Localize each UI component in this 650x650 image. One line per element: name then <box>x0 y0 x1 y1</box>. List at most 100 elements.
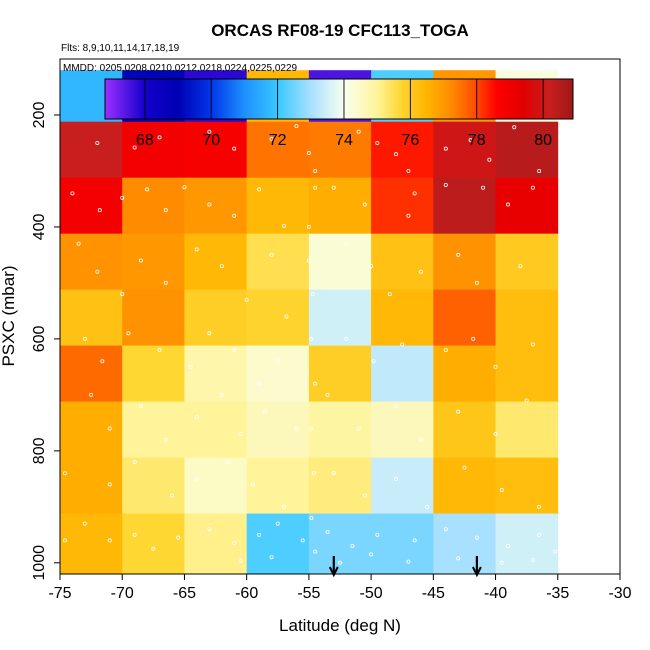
sample-point <box>443 182 448 187</box>
heatmap-cell <box>495 289 559 347</box>
heatmap-cell <box>122 345 185 402</box>
sample-point <box>95 140 100 145</box>
sample-point <box>132 145 137 150</box>
sample-point <box>294 124 299 129</box>
sample-point <box>362 493 367 498</box>
sample-point <box>306 151 311 156</box>
sample-point <box>524 398 529 403</box>
heatmap-cell <box>308 289 372 347</box>
sample-point <box>76 241 81 246</box>
sample-point <box>120 292 125 297</box>
sample-point <box>62 471 67 476</box>
sample-point <box>371 359 376 364</box>
heatmap-cell <box>184 289 248 347</box>
sample-point <box>375 140 380 145</box>
flights-note: Flts: 8,9,10,11,14,17,18,19 <box>61 43 180 54</box>
sample-point <box>456 556 461 561</box>
sample-point <box>194 247 199 252</box>
sample-point <box>132 532 137 537</box>
sample-point <box>232 213 237 218</box>
sample-point <box>493 432 498 437</box>
x-axis-label: Latitude (deg N) <box>279 616 401 635</box>
sample-point <box>126 331 131 336</box>
sample-point <box>400 342 405 347</box>
heatmap-cell <box>495 457 559 514</box>
heatmap-cell <box>308 121 372 179</box>
sample-point <box>393 404 398 409</box>
sample-point <box>406 213 411 218</box>
sample-point <box>468 138 473 143</box>
sample-point <box>176 535 181 540</box>
heatmap-cell <box>308 345 372 402</box>
heatmap-cell <box>433 401 496 458</box>
heatmap-cell <box>495 513 559 575</box>
sample-point <box>412 191 417 196</box>
sample-point <box>313 549 318 554</box>
heatmap-cell <box>371 289 434 347</box>
sample-point <box>207 202 212 207</box>
sample-point <box>207 129 212 134</box>
sample-point <box>188 364 193 369</box>
sample-point <box>138 258 143 263</box>
sample-point <box>107 482 112 487</box>
colorbar: 68 70 72 74 76 78 80 <box>104 78 574 149</box>
heatmap-cell <box>122 121 185 179</box>
heatmap-cell <box>495 121 559 179</box>
sample-point <box>157 348 162 353</box>
sample-point <box>82 336 87 341</box>
heatmap-cell <box>184 345 248 402</box>
sample-point <box>313 185 318 190</box>
sample-point <box>269 137 274 142</box>
heatmap-cell <box>371 345 434 402</box>
sample-point <box>232 146 237 151</box>
heatmap-cell <box>60 177 123 235</box>
sample-point <box>157 135 162 140</box>
heatmap-cell <box>371 233 434 291</box>
heatmap-cell <box>308 177 372 235</box>
sample-point <box>107 538 112 543</box>
sample-point <box>82 521 87 526</box>
sample-point <box>553 549 558 554</box>
sample-point <box>309 336 314 341</box>
heatmap-cell <box>184 177 248 235</box>
sample-point <box>471 336 476 341</box>
sample-point <box>418 437 423 442</box>
heatmap-cell <box>184 513 248 575</box>
sample-point <box>294 426 299 431</box>
colorbar-tick-label: 70 <box>202 132 220 149</box>
sample-point <box>107 426 112 431</box>
sample-point <box>194 476 199 481</box>
x-axis: -75 -70 -65 -60 -55 -50 -45 -40 -35 -30 <box>48 574 632 602</box>
heatmap-cell <box>495 177 559 235</box>
heatmap-cell <box>308 233 372 291</box>
heatmap-cell <box>60 401 123 458</box>
heatmap-cell <box>433 289 496 347</box>
heatmap-cell <box>433 345 496 402</box>
sample-point <box>456 409 461 414</box>
sample-point <box>530 185 535 190</box>
colorbar-tick-label: 68 <box>136 132 154 149</box>
sample-point <box>257 532 262 537</box>
sample-point <box>331 471 336 476</box>
y-tick-label: 1000 <box>31 545 48 581</box>
sample-point <box>284 314 289 319</box>
heatmap-cell <box>246 401 310 458</box>
sample-point <box>493 364 498 369</box>
heatmap-cell <box>246 345 310 402</box>
sample-point <box>306 258 311 263</box>
sample-point <box>182 185 187 190</box>
sample-point <box>412 538 417 543</box>
sample-point <box>443 348 448 353</box>
sample-point <box>281 223 286 228</box>
sample-point <box>219 392 224 397</box>
sample-point <box>62 538 67 543</box>
sample-point <box>313 168 318 173</box>
down-arrow-head <box>328 566 339 578</box>
heatmap-cell <box>433 513 496 575</box>
sample-point <box>443 527 448 532</box>
sample-point <box>232 541 237 546</box>
latitude-arrows <box>328 556 482 578</box>
sample-point <box>325 392 330 397</box>
sample-point <box>300 538 305 543</box>
heatmap-cell <box>184 457 248 514</box>
